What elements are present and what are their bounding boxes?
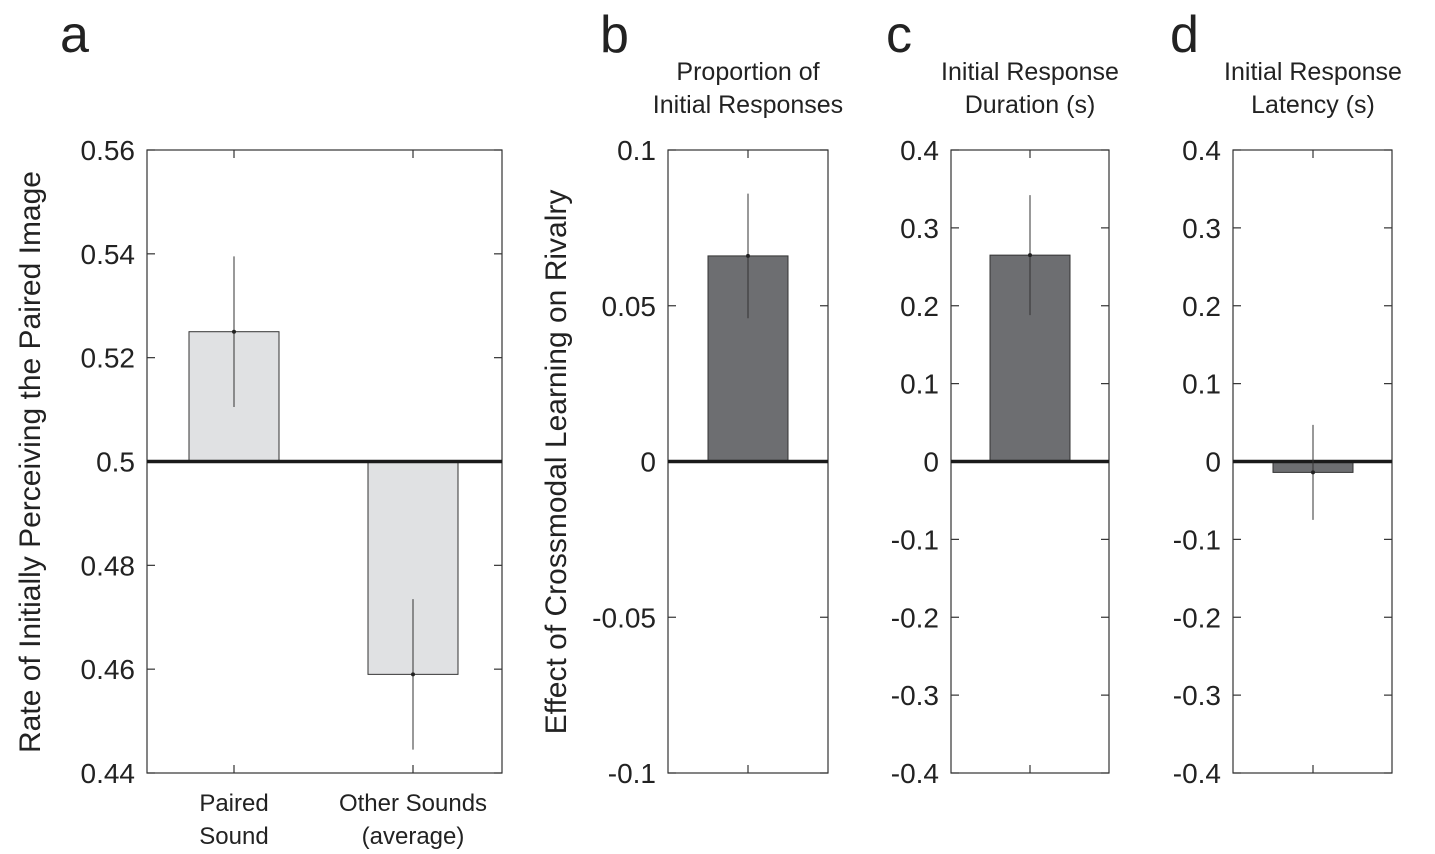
panel-title-c: Initial Response Duration (s) xyxy=(941,58,1119,119)
y-tick-label-d-6: 0.2 xyxy=(1182,291,1221,322)
y-tick-label-c-3: -0.1 xyxy=(891,524,939,555)
y-tick-label-b-3: 0.05 xyxy=(602,291,657,322)
mean-point-a-0 xyxy=(232,329,236,334)
y-tick-label-b-2: 0 xyxy=(640,447,656,478)
y-tick-label-c-1: -0.3 xyxy=(891,680,939,711)
y-tick-label-a-1: 0.46 xyxy=(81,654,136,685)
panel-title-d-line1: Initial Response xyxy=(1224,58,1402,86)
y-tick-label-b-4: 0.1 xyxy=(617,135,656,166)
panel-title-d-line2: Latency (s) xyxy=(1251,91,1375,119)
y-tick-label-d-5: 0.1 xyxy=(1182,369,1221,400)
y-tick-label-a-5: 0.54 xyxy=(81,239,136,270)
panel-letter-b: b xyxy=(600,6,629,64)
y-tick-label-d-4: 0 xyxy=(1205,447,1221,478)
mean-point-d-0 xyxy=(1311,470,1315,475)
y-tick-label-c-0: -0.4 xyxy=(891,758,939,789)
y-tick-label-b-0: -0.1 xyxy=(608,758,656,789)
y-tick-label-a-6: 0.56 xyxy=(81,135,136,166)
category-label-other-sounds: Other Sounds (average) xyxy=(339,790,487,850)
category-label-other-sounds-line2: (average) xyxy=(362,823,465,850)
ylabel-shared: Effect of Crossmodal Learning on Rivalry xyxy=(540,190,573,735)
y-tick-label-a-4: 0.52 xyxy=(81,343,136,374)
y-tick-label-d-3: -0.1 xyxy=(1173,524,1221,555)
category-label-other-sounds-line1: Other Sounds xyxy=(339,790,487,817)
y-tick-label-c-5: 0.1 xyxy=(900,369,939,400)
category-label-paired-sound-line1: Paired xyxy=(199,790,268,817)
panel-title-d: Initial Response Latency (s) xyxy=(1224,58,1402,119)
panel-title-b-line1: Proportion of xyxy=(676,58,819,86)
y-tick-label-d-0: -0.4 xyxy=(1173,758,1221,789)
plot-panel-a: 0.44 0.46 0.48 0.5 0.52 0.54 0.56 xyxy=(81,135,503,789)
y-tick-label-a-0: 0.44 xyxy=(81,758,136,789)
category-label-paired-sound: Paired Sound xyxy=(199,790,268,850)
plot-panel-c: -0.4 -0.3 -0.2 -0.1 0 0.1 0.2 0.3 0.4 xyxy=(891,135,1110,789)
panel-title-b-line2: Initial Responses xyxy=(653,91,843,119)
category-label-paired-sound-line2: Sound xyxy=(199,823,268,850)
y-tick-label-a-2: 0.48 xyxy=(81,550,136,581)
panel-title-c-line2: Duration (s) xyxy=(965,91,1096,119)
y-tick-label-c-6: 0.2 xyxy=(900,291,939,322)
y-tick-label-a-3: 0.5 xyxy=(96,447,135,478)
y-tick-label-c-7: 0.3 xyxy=(900,213,939,244)
y-tick-label-d-8: 0.4 xyxy=(1182,135,1221,166)
plot-panel-b: -0.1 -0.05 0 0.05 0.1 xyxy=(592,135,829,789)
ylabel-a: Rate of Initially Perceiving the Paired … xyxy=(14,171,47,753)
panel-letter-c: c xyxy=(886,6,912,64)
panel-letter-d: d xyxy=(1170,6,1199,64)
mean-point-b-0 xyxy=(746,253,750,258)
y-tick-label-d-1: -0.3 xyxy=(1173,680,1221,711)
y-tick-label-b-1: -0.05 xyxy=(592,602,656,633)
panel-title-b: Proportion of Initial Responses xyxy=(653,58,843,119)
panel-letter-a: a xyxy=(60,6,89,64)
y-tick-label-c-8: 0.4 xyxy=(900,135,939,166)
y-tick-label-c-2: -0.2 xyxy=(891,602,939,633)
y-tick-label-c-4: 0 xyxy=(923,447,939,478)
mean-point-c-0 xyxy=(1028,253,1032,258)
panel-title-c-line1: Initial Response xyxy=(941,58,1119,86)
y-tick-label-d-2: -0.2 xyxy=(1173,602,1221,633)
plot-panel-d: -0.4 -0.3 -0.2 -0.1 0 0.1 0.2 0.3 0.4 xyxy=(1173,135,1393,789)
y-tick-label-d-7: 0.3 xyxy=(1182,213,1221,244)
mean-point-a-1 xyxy=(411,672,415,677)
